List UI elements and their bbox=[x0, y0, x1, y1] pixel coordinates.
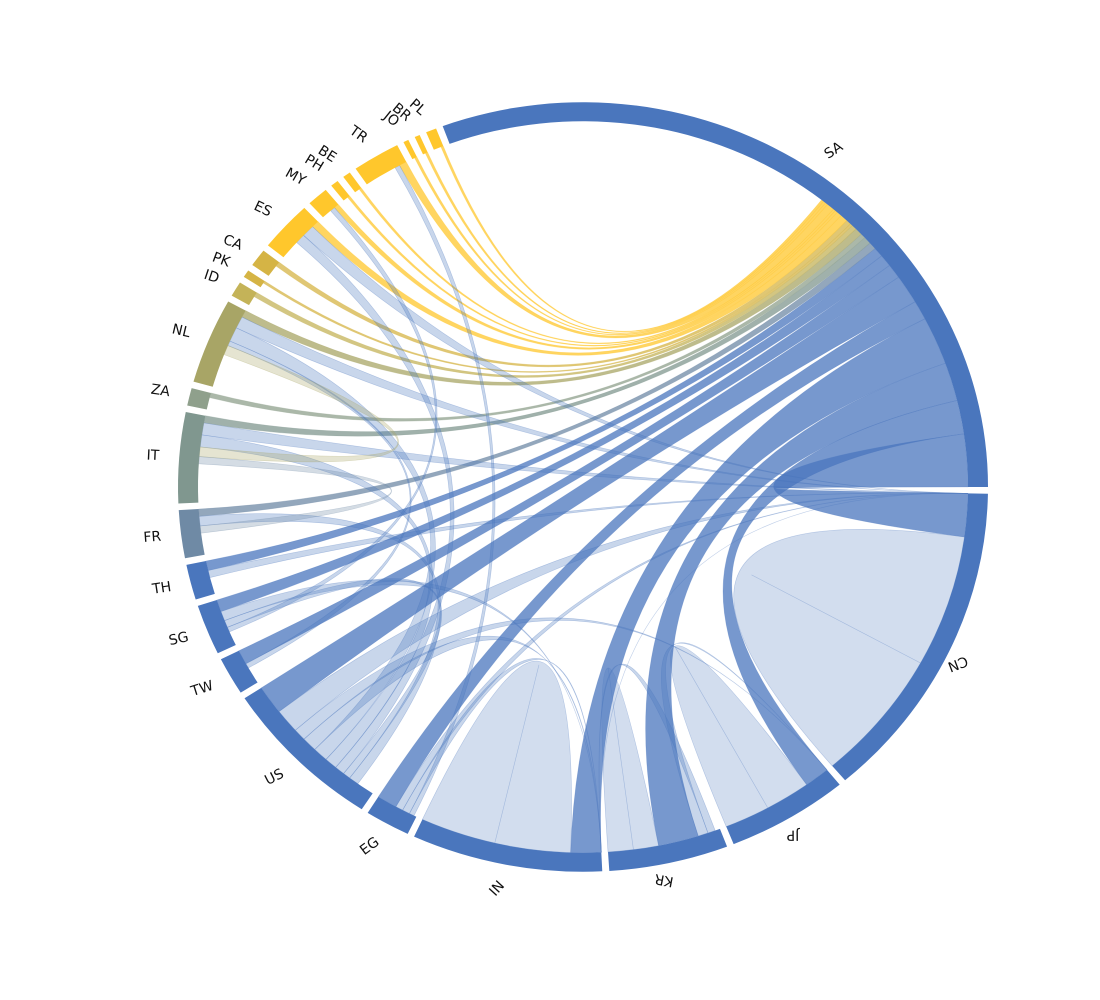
label-sa: SA bbox=[822, 139, 847, 163]
ribbon-us-sg bbox=[224, 578, 442, 779]
ribbon-in-in bbox=[422, 661, 572, 853]
ribbon-layer bbox=[198, 145, 969, 854]
label-pk: PK bbox=[210, 250, 233, 271]
arc-tw bbox=[220, 650, 258, 693]
ribbon-us-fr bbox=[198, 513, 442, 785]
arc-in bbox=[414, 819, 603, 872]
ribbon-br-sa bbox=[424, 151, 826, 334]
arc-be bbox=[343, 172, 362, 193]
arc-pl bbox=[426, 128, 444, 150]
arc-ph bbox=[331, 180, 350, 201]
label-eg: EG bbox=[357, 834, 382, 859]
label-it: IT bbox=[146, 447, 160, 464]
label-nl: NL bbox=[170, 321, 192, 341]
ribbon-jp-sa bbox=[722, 400, 965, 786]
ribbon-tw-nl bbox=[227, 340, 412, 669]
arc-pk bbox=[243, 270, 265, 288]
label-id: ID bbox=[202, 267, 221, 287]
arc-nl bbox=[193, 301, 246, 387]
arc-my bbox=[309, 189, 339, 218]
label-us: US bbox=[262, 766, 286, 789]
arc-th bbox=[186, 561, 215, 600]
label-kr: KR bbox=[653, 870, 675, 889]
label-tr: TR bbox=[345, 122, 370, 146]
label-es: ES bbox=[251, 198, 274, 220]
ribbon-us-it bbox=[199, 434, 434, 768]
label-ca: CA bbox=[221, 232, 245, 254]
ribbon-us-nl bbox=[229, 327, 436, 760]
arc-es bbox=[267, 207, 319, 258]
arc-it bbox=[178, 412, 206, 504]
arc-eg bbox=[367, 796, 417, 834]
label-jp: JP bbox=[787, 827, 801, 843]
ribbon-cn-nl bbox=[235, 316, 968, 494]
label-fr: FR bbox=[143, 529, 162, 546]
label-in: IN bbox=[486, 878, 508, 900]
arc-jo bbox=[403, 139, 417, 160]
arc-layer bbox=[178, 102, 988, 872]
arc-id bbox=[231, 282, 257, 306]
arc-kr bbox=[608, 828, 728, 871]
ribbon-kr-sa bbox=[645, 362, 958, 846]
ribbon-es-sa bbox=[312, 215, 848, 356]
ribbon-eg-tr bbox=[394, 165, 496, 817]
arc-fr bbox=[178, 509, 205, 559]
label-layer: SAPLBRJOTRBEPHMYESCAPKIDNLZAITFRTHSGTWUS… bbox=[143, 96, 970, 899]
ribbon-us-es bbox=[296, 234, 455, 774]
ribbon-cn-cn bbox=[733, 529, 965, 767]
label-jo: JO bbox=[380, 108, 403, 131]
label-tw: TW bbox=[188, 678, 215, 700]
label-cn: CN bbox=[945, 652, 970, 674]
arc-ca bbox=[252, 250, 280, 276]
label-za: ZA bbox=[150, 382, 172, 401]
ribbon-kr-in bbox=[598, 663, 716, 853]
ribbon-nl-it bbox=[199, 345, 399, 463]
label-sg: SG bbox=[167, 629, 190, 649]
label-my: MY bbox=[282, 165, 308, 189]
ribbon-ca-sa bbox=[275, 220, 851, 368]
ribbon-jo-sa bbox=[414, 156, 828, 336]
arc-za bbox=[187, 388, 211, 410]
arc-sg bbox=[197, 600, 236, 654]
arc-br bbox=[414, 134, 428, 155]
ribbon-jp-us bbox=[294, 617, 828, 771]
ribbon-in-sa bbox=[570, 318, 946, 854]
arc-jp bbox=[726, 769, 840, 845]
arc-tr bbox=[355, 145, 407, 185]
arc-us bbox=[244, 687, 373, 810]
label-th: TH bbox=[150, 579, 172, 598]
ribbon-sg-my bbox=[227, 207, 438, 633]
ribbon-fr-it bbox=[198, 456, 392, 534]
ribbon-in-sg bbox=[220, 579, 602, 853]
arc-cn bbox=[832, 493, 988, 781]
